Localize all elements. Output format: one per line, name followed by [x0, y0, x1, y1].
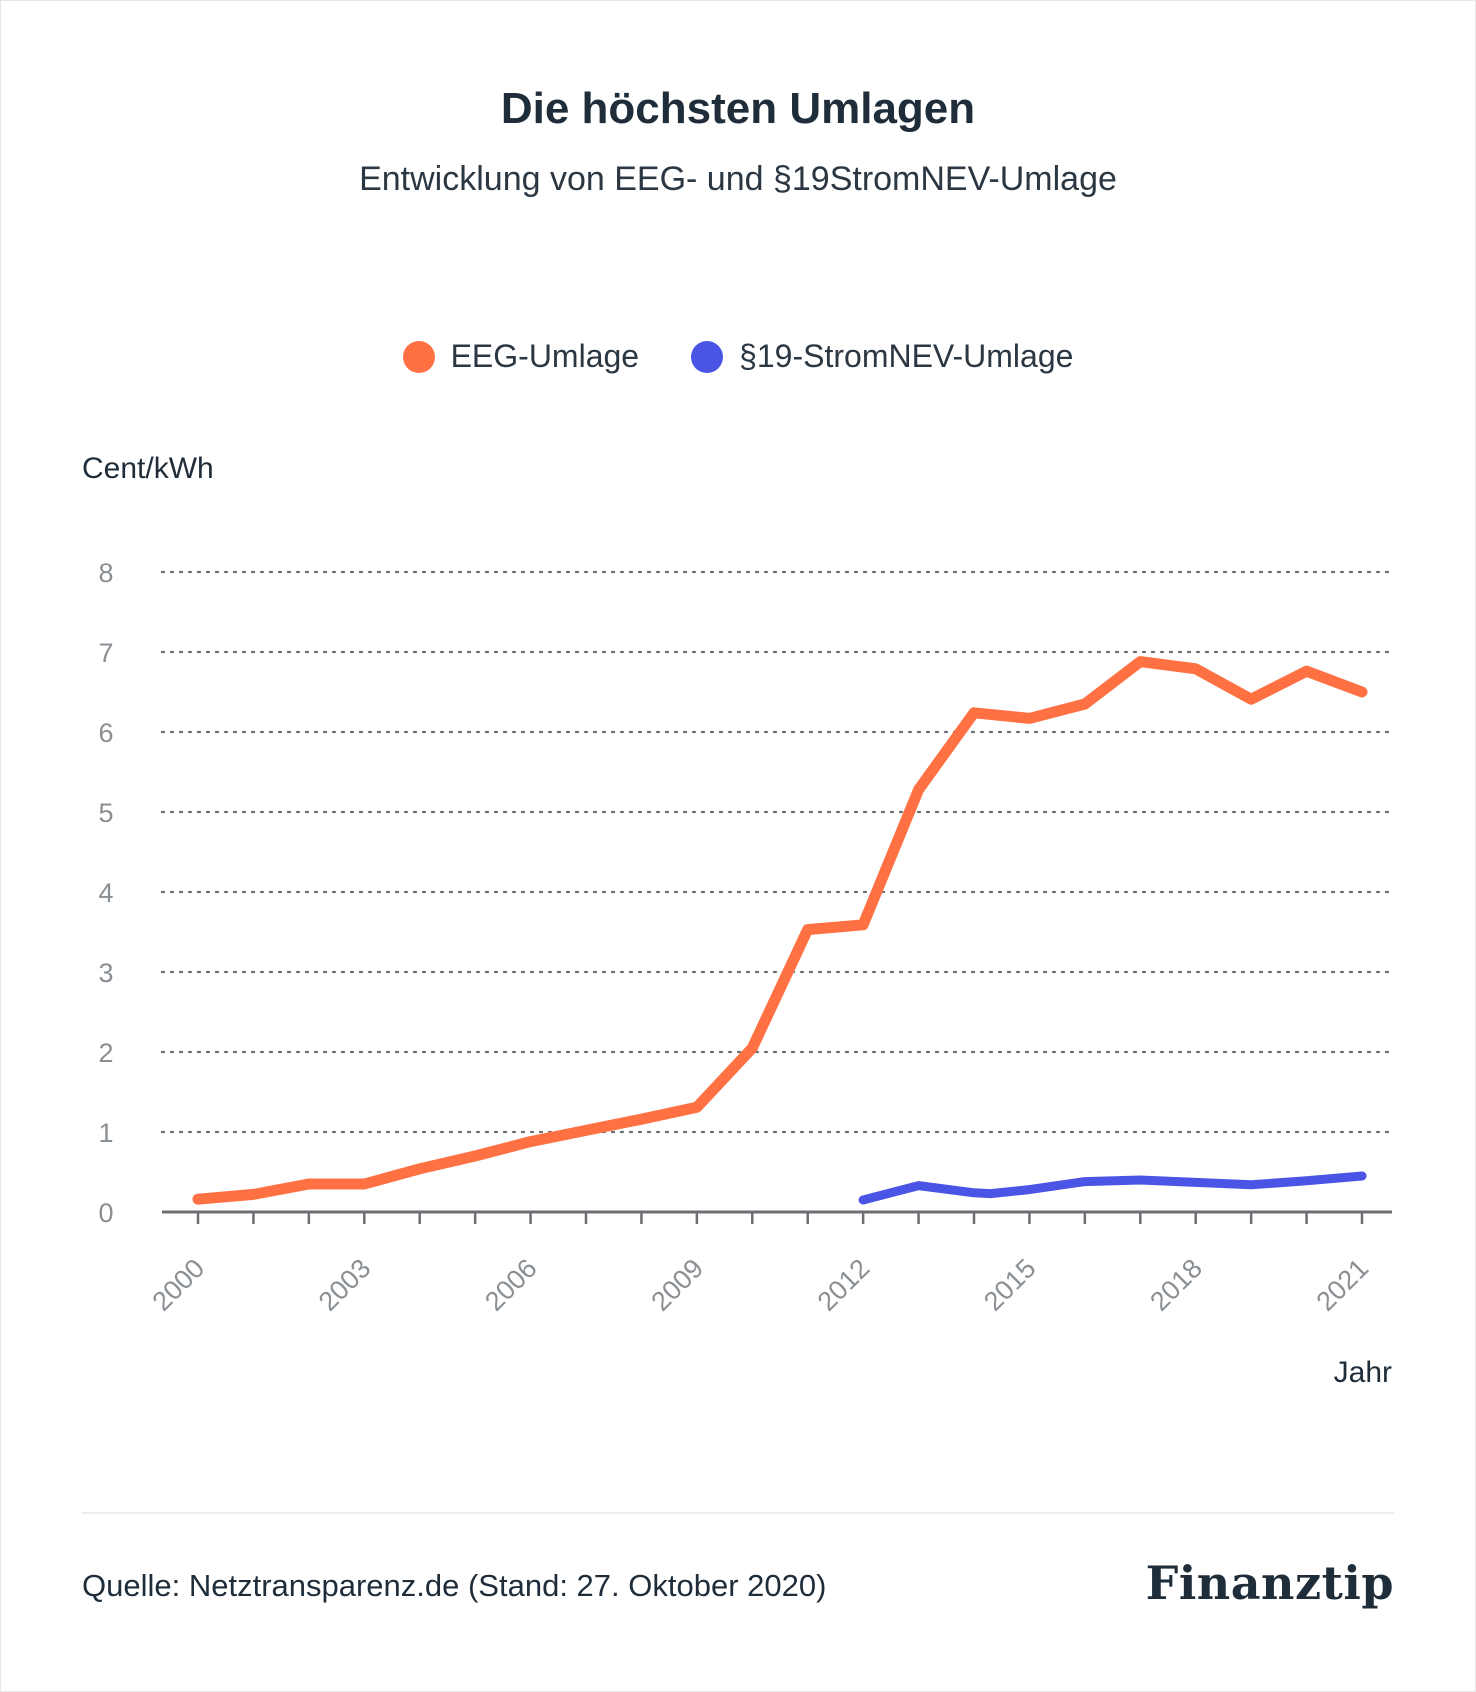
x-axis: [162, 1210, 1392, 1224]
x-tick-label-2006: 2006: [479, 1253, 543, 1317]
x-tick-label-2003: 2003: [313, 1253, 377, 1317]
x-tick-label-2000: 2000: [147, 1253, 211, 1317]
source-note: Quelle: Netztransparenz.de (Stand: 27. O…: [82, 1568, 827, 1603]
legend-label-eeg: EEG-Umlage: [450, 338, 640, 374]
y-tick-label-4: 4: [98, 878, 113, 908]
series-line-eeg: [192, 656, 1368, 1205]
x-tick-label-2018: 2018: [1144, 1253, 1208, 1317]
x-tick-label-2021: 2021: [1311, 1253, 1375, 1317]
y-tick-label-7: 7: [98, 638, 113, 668]
legend-dot-stromnev: [691, 340, 724, 373]
gridlines: [160, 570, 1394, 1134]
series-line-stromnev: [858, 1171, 1367, 1205]
y-tick-label-5: 5: [98, 798, 113, 828]
footer-divider: [82, 1512, 1394, 1514]
legend: EEG-Umlage §19-StromNEV-Umlage: [0, 338, 1476, 375]
x-tick-label-2009: 2009: [645, 1253, 709, 1317]
legend-item-stromnev: §19-StromNEV-Umlage: [691, 338, 1073, 375]
legend-dot-eeg: [402, 340, 435, 373]
y-tick-label-6: 6: [98, 718, 113, 748]
legend-label-stromnev: §19-StromNEV-Umlage: [739, 338, 1074, 374]
x-tick-label-2012: 2012: [812, 1253, 876, 1317]
chart-subtitle: Entwicklung von EEG- und §19StromNEV-Uml…: [359, 160, 1117, 198]
y-tick-label-0: 0: [98, 1198, 113, 1228]
chart-title: Die höchsten Umlagen: [500, 84, 976, 133]
y-tick-labels: 0 1 2 3 4 5 6 7 8: [98, 558, 113, 1228]
brand-logo: Finanztip: [1145, 1556, 1394, 1610]
y-tick-label-2: 2: [98, 1038, 113, 1068]
y-axis-unit-label: Cent/kWh: [82, 452, 214, 485]
x-tick-label-2015: 2015: [978, 1253, 1042, 1317]
x-tick-labels: 2000 2003 2006 2009 2012 2015 2018 2021: [147, 1253, 1375, 1317]
y-tick-label-1: 1: [98, 1118, 113, 1148]
y-tick-label-8: 8: [98, 558, 113, 588]
y-tick-label-3: 3: [98, 958, 113, 988]
series-lines: [192, 656, 1368, 1205]
x-axis-unit-label: Jahr: [1333, 1356, 1392, 1389]
legend-item-eeg: EEG-Umlage: [402, 338, 640, 375]
